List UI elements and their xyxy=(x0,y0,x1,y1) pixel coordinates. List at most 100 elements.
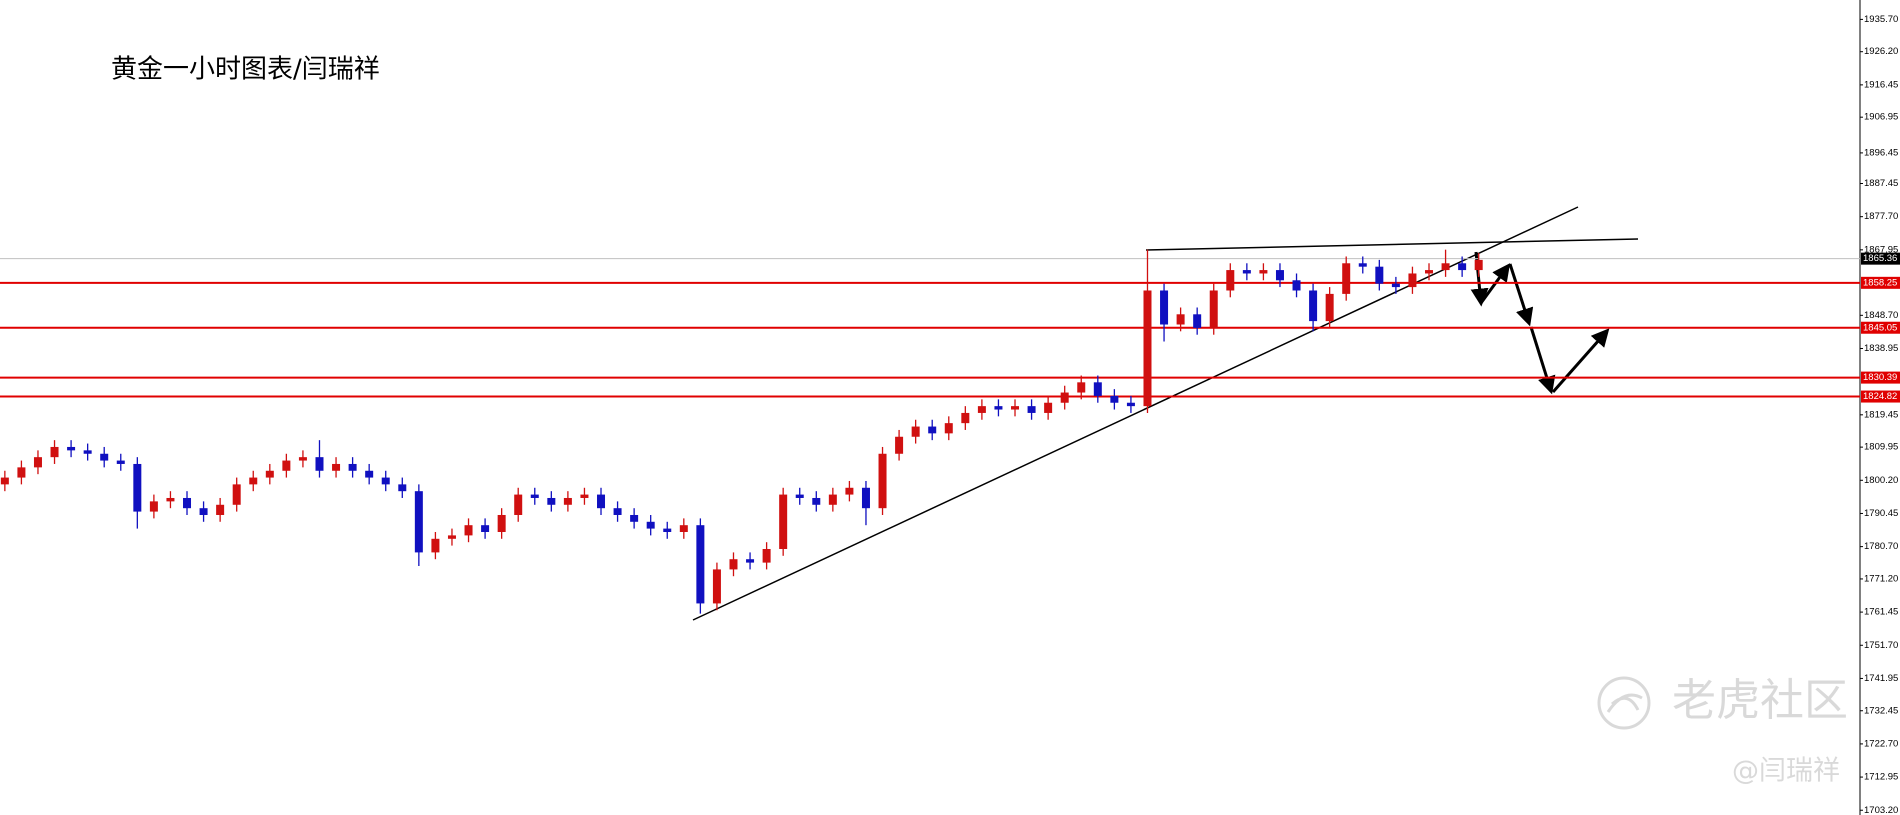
y-tick-label: 1877.70 xyxy=(1864,211,1898,222)
watermark-author: @闫瑞祥 xyxy=(1732,756,1840,787)
level-box xyxy=(1861,276,1900,289)
candle-body xyxy=(994,406,1003,410)
candle-body xyxy=(1408,273,1417,288)
y-tick-label: 1761.45 xyxy=(1864,607,1898,618)
trend-line xyxy=(1145,238,1639,251)
candle-body xyxy=(1342,263,1351,294)
candle-body xyxy=(133,463,142,512)
candle-body xyxy=(1160,290,1169,325)
candle-body xyxy=(646,521,655,529)
y-tick-label: 1896.45 xyxy=(1864,147,1898,158)
candle-body xyxy=(795,494,804,498)
candle-body xyxy=(1375,266,1384,284)
y-tick-label: 1809.95 xyxy=(1864,442,1898,453)
candle-body xyxy=(83,450,92,454)
candle-body xyxy=(1441,263,1450,271)
candle-body xyxy=(1425,270,1434,274)
level-label: 1845.05 xyxy=(1863,322,1897,333)
candle-body xyxy=(1325,293,1334,322)
candle-body xyxy=(944,423,953,434)
arrow xyxy=(1479,263,1511,304)
watermark-logo xyxy=(1597,676,1651,730)
candle-body xyxy=(282,460,291,471)
candle-body xyxy=(1143,290,1152,407)
candle-body xyxy=(100,453,109,461)
candle-body xyxy=(348,463,357,471)
y-tick-label: 1771.20 xyxy=(1864,573,1898,584)
candle-body xyxy=(630,514,639,522)
candle-body xyxy=(746,559,755,563)
y-tick-label: 1712.95 xyxy=(1864,772,1898,783)
trend-lines xyxy=(692,206,1639,621)
y-tick-label: 1722.70 xyxy=(1864,738,1898,749)
candle-body xyxy=(332,463,341,471)
candle-body xyxy=(861,487,870,509)
candle-body xyxy=(265,470,274,478)
forecast-arrows xyxy=(1470,251,1610,395)
candle-body xyxy=(315,457,324,471)
candle-body xyxy=(67,446,76,451)
y-tick-label: 1867.95 xyxy=(1864,244,1898,255)
candle-body xyxy=(447,535,456,539)
candle-body xyxy=(1226,270,1235,291)
candle-body xyxy=(729,559,738,570)
arrow xyxy=(1551,328,1610,393)
current-price-box xyxy=(1861,252,1900,265)
candle-body xyxy=(481,525,490,532)
candle-body xyxy=(431,538,440,553)
y-tick-label: 1935.70 xyxy=(1864,14,1898,25)
candle-body xyxy=(812,497,821,505)
candle-body xyxy=(1458,263,1467,271)
candle-body xyxy=(663,528,672,532)
candle-body xyxy=(464,525,473,536)
candle-body xyxy=(1044,402,1053,413)
candle-body xyxy=(232,484,241,505)
candle-body xyxy=(0,477,9,485)
candle-body xyxy=(928,426,937,434)
candle-body xyxy=(1474,259,1483,271)
candle-body xyxy=(249,477,258,485)
candle-body xyxy=(1242,270,1251,274)
arrow xyxy=(1529,326,1556,395)
watermark: 老虎社区 @闫瑞祥 xyxy=(1597,675,1848,787)
y-tick-label: 1732.45 xyxy=(1864,705,1898,716)
candle-body xyxy=(1309,290,1318,322)
candle-body xyxy=(298,457,307,461)
candle-body xyxy=(1358,263,1367,267)
candle-body xyxy=(1093,382,1102,396)
candle-body xyxy=(1060,392,1069,403)
candle-body xyxy=(166,497,175,502)
candle-body xyxy=(845,487,854,495)
candle-body xyxy=(828,494,837,505)
level-box xyxy=(1861,321,1900,334)
candle-body xyxy=(398,484,407,492)
y-tick-label: 1848.70 xyxy=(1864,310,1898,321)
current-price-label: 1865.36 xyxy=(1863,253,1897,264)
candle-body xyxy=(613,508,622,515)
candle-body xyxy=(961,412,970,424)
candles xyxy=(0,249,1483,614)
candle-body xyxy=(762,549,771,563)
candle-body xyxy=(878,453,887,509)
candle-body xyxy=(530,494,539,498)
candle-body xyxy=(563,497,572,505)
candle-body xyxy=(895,436,904,454)
candle-body xyxy=(547,497,556,505)
trend-line xyxy=(692,206,1579,621)
y-tick-label: 1819.45 xyxy=(1864,409,1898,420)
watermark-brand: 老虎社区 xyxy=(1672,675,1848,726)
chart-title: 黄金一小时图表/闫瑞祥 xyxy=(111,55,380,85)
candle-body xyxy=(1275,270,1284,281)
candle-body xyxy=(712,569,721,604)
candle-body xyxy=(199,508,208,515)
candle-body xyxy=(1292,280,1301,291)
candle-body xyxy=(1011,406,1020,410)
candle-body xyxy=(1126,402,1135,407)
candle-body xyxy=(597,494,606,509)
level-label: 1858.25 xyxy=(1863,277,1897,288)
candle-body xyxy=(679,525,688,532)
candle-body xyxy=(1193,314,1202,328)
y-tick-label: 1916.45 xyxy=(1864,79,1898,90)
candle-body xyxy=(1176,314,1185,325)
